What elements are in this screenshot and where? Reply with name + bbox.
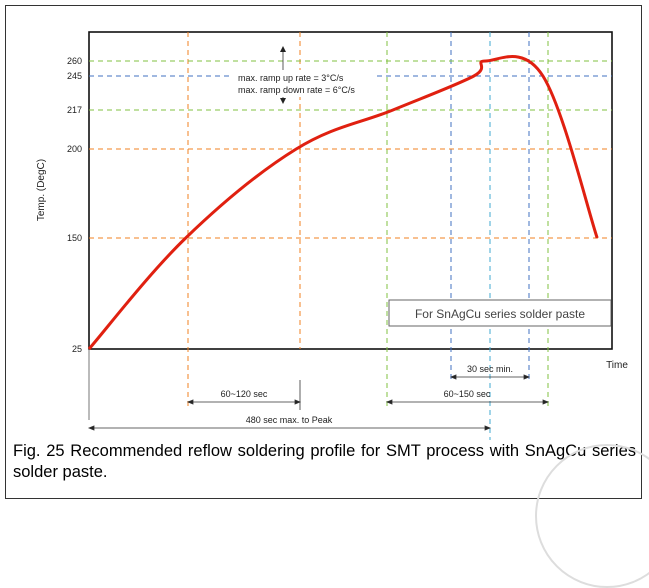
ytick-245: 245 [67,71,82,81]
dim-60-150-arrow-l [385,399,393,405]
dim-60-120-label: 60~120 sec [221,389,268,399]
reflow-profile-chart: 260 245 217 200 150 25 Temp. (DegC) Time… [36,31,628,440]
ramp-up-note: max. ramp up rate = 3°C/s [238,73,344,83]
dim-30-arrow-l [449,374,457,380]
ytick-150: 150 [67,233,82,243]
ramp-down-note: max. ramp down rate = 6°C/s [238,85,355,95]
dim-60-150-label: 60~150 sec [444,389,491,399]
ytick-200: 200 [67,144,82,154]
ytick-217: 217 [67,105,82,115]
ytick-260: 260 [67,56,82,66]
dim-480-arrow-l [87,425,95,431]
dim-480-arrow-r [484,425,492,431]
dim-30-arrow-r [523,374,531,380]
x-axis-label: Time [606,360,628,371]
plot-area [88,31,613,350]
figure-caption: Fig. 25 Recommended reflow soldering pro… [13,442,636,481]
dim-30-label: 30 sec min. [467,364,513,374]
dim-480-label: 480 sec max. to Peak [246,415,333,425]
dim-60-120-arrow-r [294,399,302,405]
y-axis-label: Temp. (DegC) [36,159,47,221]
ytick-25: 25 [72,344,82,354]
legend-box [388,299,612,327]
ramp-arrow-up [280,46,286,52]
reflow-curve [87,55,599,350]
dim-60-120-arrow-l [186,399,194,405]
ramp-arrow-down [280,98,286,104]
legend-text: For SnAgCu series solder paste [415,307,585,321]
ramp-note-box [231,70,374,97]
dim-60-150-arrow-r [542,399,550,405]
